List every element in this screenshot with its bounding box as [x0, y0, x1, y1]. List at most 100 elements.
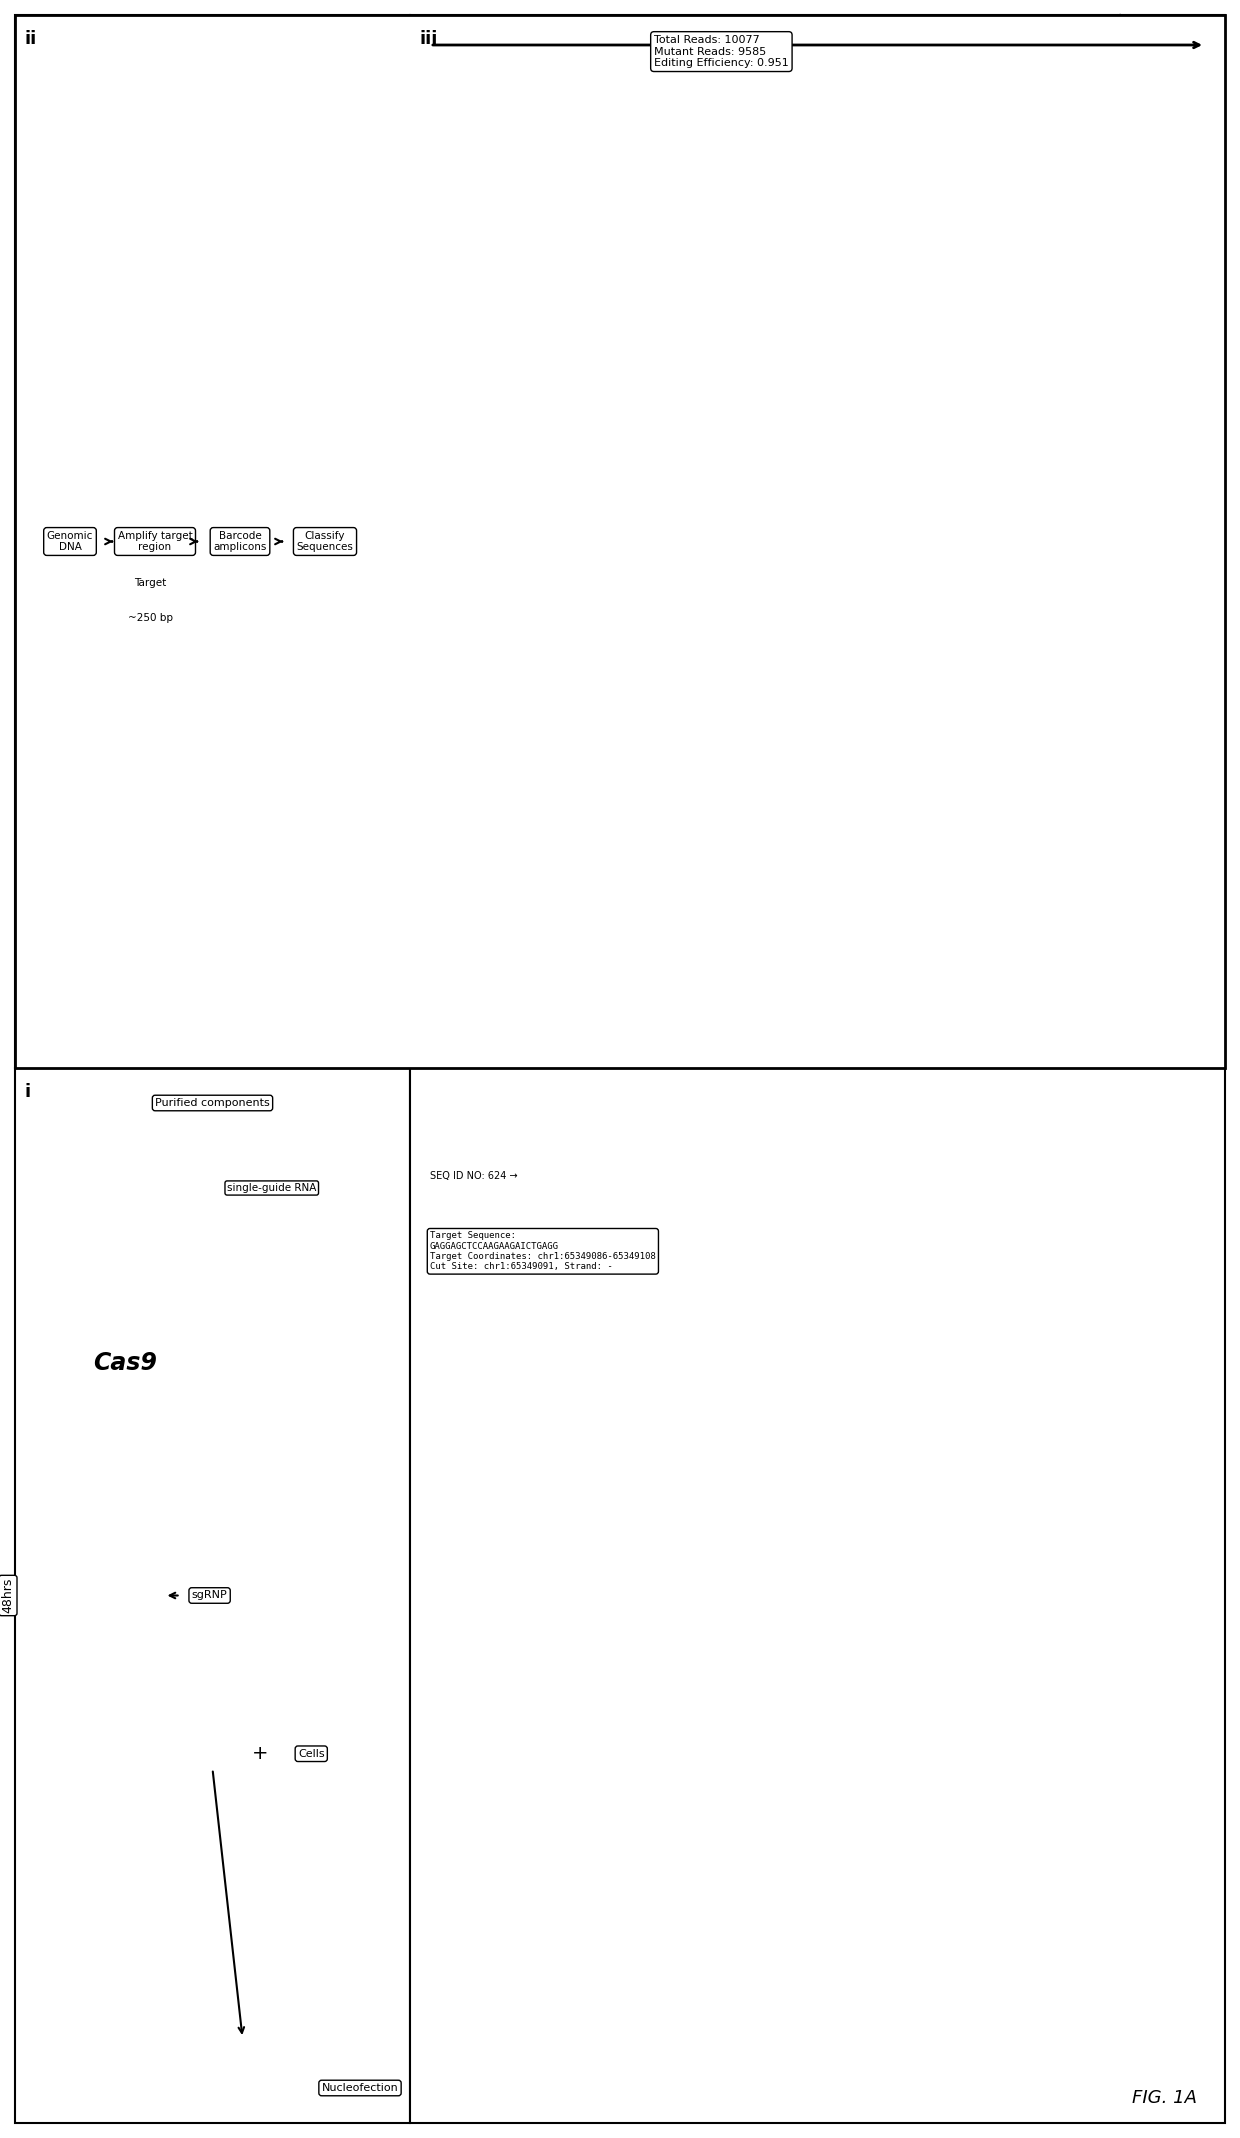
Text: Mutant Read: Mutant Read: [466, 2082, 523, 2091]
Bar: [629, 1321, 635, 1381]
Text: 363: 363: [1099, 691, 1116, 701]
Text: 0.12: 0.12: [893, 145, 913, 154]
Bar: [629, 1648, 635, 1708]
Text: PAM: PAM: [466, 1990, 485, 1999]
Text: 0.04: 0.04: [994, 691, 1016, 701]
Text: 137: 137: [1099, 1565, 1116, 1574]
Bar: [434, 1924, 458, 1939]
Text: 176: 176: [1099, 1129, 1116, 1137]
Bar: [445, 423, 825, 532]
Text: single-guide RNA: single-guide RNA: [227, 1182, 316, 1193]
Text: 0.02: 0.02: [994, 911, 1016, 919]
Text: i: i: [25, 1084, 31, 1101]
Text: ~250 bp: ~250 bp: [128, 614, 172, 624]
Text: iii: iii: [420, 30, 439, 47]
Text: Length Ins.: Length Ins.: [466, 1926, 516, 1937]
Text: 0.08: 0.08: [893, 472, 913, 481]
Bar: [559, 94, 704, 532]
Text: FIG. 1A: FIG. 1A: [1132, 2089, 1198, 2108]
Bar: [434, 1862, 458, 1877]
Text: 0.01: 0.01: [994, 1783, 1016, 1794]
Bar: [445, 205, 825, 314]
Text: 492: 492: [1099, 582, 1116, 590]
Text: 0.01: 0.01: [893, 1783, 913, 1794]
Bar: [621, 994, 635, 1054]
Bar: [631, 120, 635, 180]
Text: 0.09: 0.09: [994, 254, 1016, 263]
Bar: [635, 447, 652, 507]
Bar: [645, 94, 656, 1843]
Bar: [445, 94, 825, 205]
Text: 160: 160: [1099, 1456, 1116, 1465]
Bar: [445, 1078, 825, 1187]
Bar: [445, 750, 825, 859]
Text: Total Reads: 10077
Mutant Reads: 9585
Editing Efficiency: 0.951: Total Reads: 10077 Mutant Reads: 9585 Ed…: [653, 34, 789, 68]
Text: Classify
Sequences: Classify Sequences: [296, 530, 353, 552]
Text: Target Sequence:
GAGGAGCTCCAAGAAGAICTGAGG
Target Coordinates: chr1:65349086-6534: Target Sequence: GAGGAGCTCCAAGAAGAICTGAG…: [430, 1231, 656, 1272]
Text: 0.01: 0.01: [994, 1565, 1016, 1574]
Bar: [583, 229, 635, 289]
Text: 0.03: 0.03: [893, 800, 913, 810]
Text: 0.02: 0.02: [893, 1129, 913, 1137]
Bar: [635, 1212, 652, 1272]
Text: 878: 878: [1099, 254, 1116, 263]
Bar: [445, 1407, 825, 1516]
Bar: [629, 1103, 635, 1163]
Text: Total Number
of Reads: Total Number of Reads: [1083, 13, 1132, 62]
Text: 0.01: 0.01: [893, 1674, 913, 1683]
Bar: [445, 1625, 825, 1734]
Text: 1202: 1202: [1096, 145, 1118, 154]
Text: 0.02: 0.02: [893, 1347, 913, 1355]
Text: 0.13: 0.13: [994, 145, 1016, 154]
Text: Cas9: Cas9: [93, 1351, 157, 1375]
Text: 125: 125: [1099, 1783, 1116, 1794]
Text: Insertion: Insertion: [466, 1896, 506, 1905]
Text: Match: Match: [466, 1834, 494, 1843]
Text: 0.02: 0.02: [994, 1129, 1016, 1137]
Text: 0.08: 0.08: [994, 363, 1016, 372]
Text: 0.09: 0.09: [893, 254, 913, 263]
Text: SEQ ID NO: 624 →: SEQ ID NO: 624 →: [430, 1172, 517, 1180]
Bar: [15, 1069, 410, 2123]
Text: 163: 163: [1099, 1347, 1116, 1355]
Bar: [445, 1187, 825, 1298]
Text: 165: 165: [1099, 1238, 1116, 1246]
Text: Deletion: Deletion: [466, 1864, 505, 1875]
Text: Cells: Cells: [298, 1749, 325, 1760]
Text: Purified components: Purified components: [155, 1099, 270, 1107]
Bar: [410, 15, 1225, 2123]
Text: 0.08: 0.08: [893, 363, 913, 372]
Text: WT Read: WT Read: [466, 2052, 506, 2061]
Text: 0.02: 0.02: [994, 1347, 1016, 1355]
Bar: [434, 1956, 458, 1969]
Bar: [445, 1298, 825, 1407]
Bar: [629, 885, 635, 945]
Text: 286: 286: [1099, 800, 1116, 810]
Bar: [15, 15, 1225, 1069]
Bar: [445, 641, 825, 750]
Bar: [434, 1832, 458, 1845]
Text: 0.08: 0.08: [994, 472, 1016, 481]
Bar: [629, 1430, 635, 1490]
Bar: [611, 94, 645, 1843]
Text: 130: 130: [1099, 1674, 1116, 1683]
Text: 0.02: 0.02: [893, 1238, 913, 1246]
Bar: [445, 532, 825, 641]
Text: 0.02: 0.02: [994, 1456, 1016, 1465]
Text: Target: Target: [134, 579, 166, 588]
Text: 0.01: 0.01: [893, 1565, 913, 1574]
Text: Spacer: Spacer: [466, 1958, 497, 1967]
Text: sgRNP: sgRNP: [192, 1591, 227, 1601]
Text: 242: 242: [1099, 911, 1116, 919]
Text: 0.01: 0.01: [994, 1674, 1016, 1683]
Bar: [434, 1986, 458, 2001]
Text: +: +: [252, 1745, 268, 1764]
Bar: [625, 665, 635, 727]
Text: 0.04: 0.04: [893, 691, 913, 701]
Text: Fraction of
Total Reads: Fraction of Total Reads: [880, 17, 925, 62]
Bar: [629, 338, 635, 398]
Text: Barcode
amplicons: Barcode amplicons: [213, 530, 267, 552]
Text: 801: 801: [1099, 363, 1116, 372]
Bar: [625, 1757, 635, 1819]
Bar: [635, 776, 662, 836]
